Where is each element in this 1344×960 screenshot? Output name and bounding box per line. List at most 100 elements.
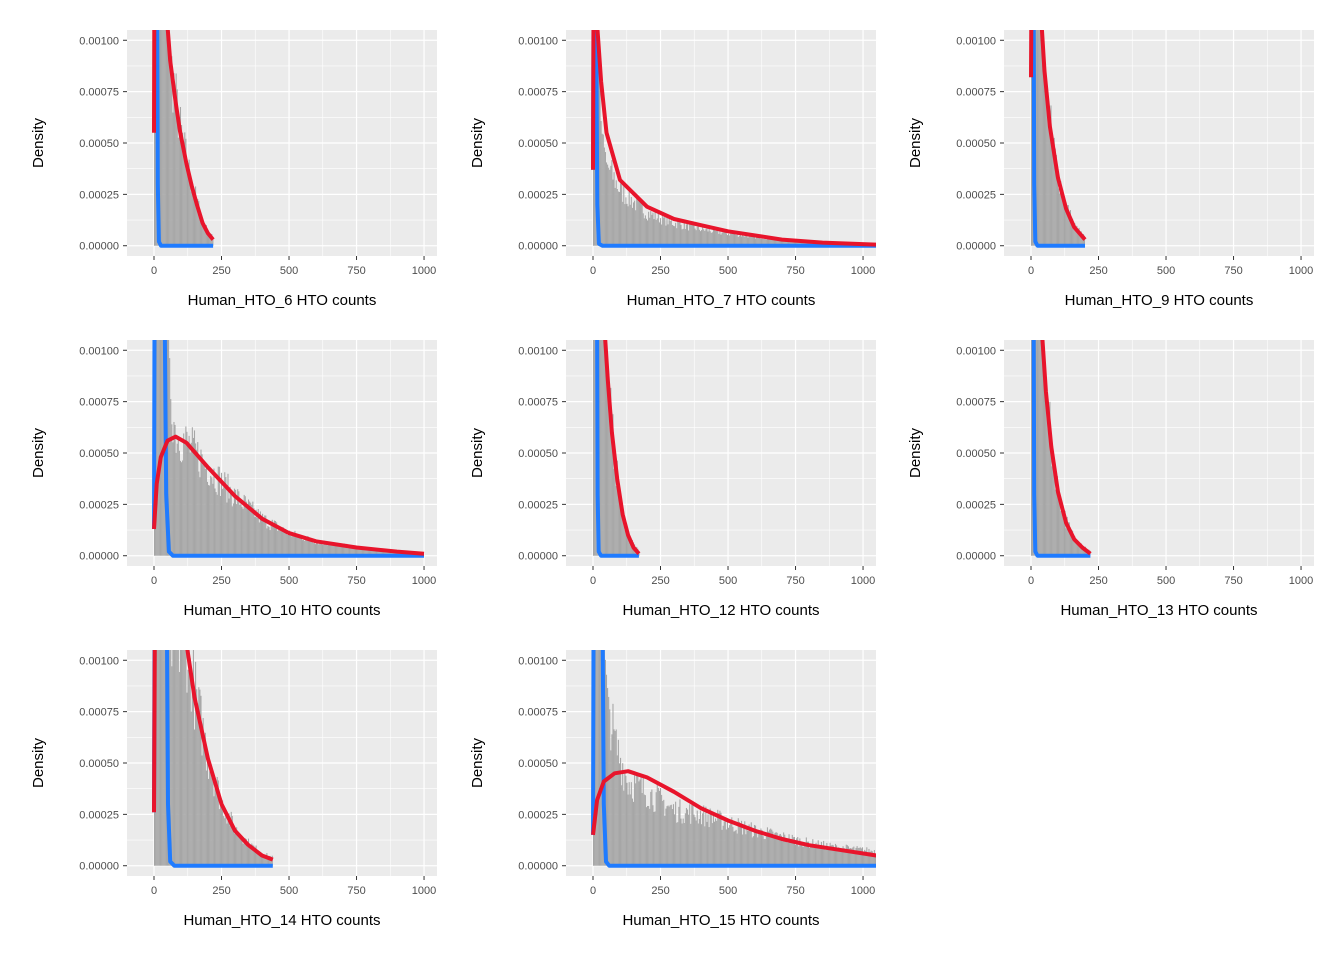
histogram-bar: [197, 703, 199, 866]
histogram-bar: [263, 520, 265, 556]
histogram-bar: [654, 210, 656, 246]
histogram-bar: [242, 843, 244, 866]
histogram-bar: [617, 739, 619, 866]
histogram-bar: [202, 718, 204, 866]
histogram-bar: [1062, 190, 1064, 246]
histogram-bar: [597, 650, 599, 866]
histogram-bar: [605, 349, 608, 556]
histogram-bar: [340, 544, 342, 556]
histogram-bar: [678, 222, 680, 246]
panel-5: 0.00000 0.00025 0.00050 0.00075 0.00100 0 250 5…: [469, 340, 876, 619]
histogram-bar: [366, 548, 368, 556]
histogram-bar: [373, 547, 375, 556]
histogram-bar: [602, 134, 604, 246]
histogram-bar: [820, 841, 822, 866]
histogram-bar: [364, 549, 366, 556]
histogram-bar: [757, 236, 759, 246]
histogram-bar: [707, 231, 709, 246]
histogram-bar: [185, 650, 187, 866]
histogram-bar: [171, 424, 173, 556]
histogram-bar: [671, 224, 673, 246]
histogram-bar: [1051, 466, 1053, 556]
histogram-bar: [623, 185, 625, 246]
histogram-bar: [742, 233, 744, 246]
histogram-bar: [256, 517, 258, 556]
histogram-bar: [621, 499, 623, 556]
histogram-bar: [666, 806, 668, 866]
histogram-bar: [838, 847, 840, 866]
histogram-bar: [193, 729, 196, 866]
histogram-bar: [198, 200, 200, 246]
histogram-bar: [311, 540, 313, 556]
histogram-bar: [780, 239, 783, 246]
histogram-bar: [612, 703, 614, 866]
histogram-bar: [1072, 530, 1074, 556]
histogram-bar: [779, 833, 781, 866]
histogram-bar: [821, 846, 824, 866]
histogram-bar: [295, 534, 297, 556]
histogram-bar: [737, 236, 739, 246]
histogram-bar: [686, 809, 689, 866]
histogram-bar: [325, 544, 327, 556]
histogram-bar: [682, 228, 684, 246]
histogram-bar: [810, 844, 812, 866]
histogram-bar: [652, 212, 654, 246]
histogram-bar: [802, 846, 804, 866]
histogram-bar: [622, 763, 624, 866]
histogram-bar: [1037, 30, 1039, 246]
histogram-bar: [703, 229, 705, 246]
histogram-bar: [793, 836, 795, 866]
x-tick-label: 0: [590, 265, 596, 277]
y-tick-label: 0.00075: [518, 397, 558, 409]
histogram-bar: [720, 812, 722, 866]
histogram-bar: [637, 774, 639, 866]
histogram-bar: [299, 535, 301, 556]
histogram-bar: [638, 199, 640, 246]
histogram-bar: [718, 813, 720, 866]
histogram-bar: [1070, 529, 1073, 556]
y-tick-label: 0.00000: [518, 241, 558, 253]
histogram-bar: [381, 551, 383, 556]
y-tick-label: 0.00075: [79, 707, 119, 719]
histogram-bar: [259, 511, 261, 556]
histogram-bar: [156, 340, 158, 556]
histogram-bar: [251, 843, 253, 866]
histogram-bar: [235, 489, 237, 556]
histogram-bar: [733, 831, 735, 866]
histogram-bar: [1042, 351, 1044, 556]
histogram-bar: [385, 549, 387, 556]
histogram-bar: [697, 225, 699, 246]
histogram-bar: [174, 650, 176, 866]
histogram-bar: [796, 240, 798, 246]
histogram-bar: [625, 197, 627, 246]
histogram-bar: [240, 836, 242, 866]
histogram-bar: [1053, 137, 1055, 246]
x-tick-label: 1000: [851, 885, 875, 897]
histogram-bar: [626, 782, 628, 866]
histogram-bar: [243, 841, 245, 866]
histogram-bar: [616, 189, 618, 246]
histogram-bar: [236, 827, 238, 866]
histogram-bar: [678, 806, 680, 866]
histogram-bar: [310, 540, 312, 556]
histogram-bar: [170, 650, 172, 866]
histogram-bar: [1052, 138, 1054, 246]
histogram-bar: [250, 848, 252, 866]
histogram-bar: [184, 132, 186, 246]
histogram-bar: [874, 854, 876, 866]
histogram-bar: [328, 543, 331, 556]
histogram-bar: [200, 218, 202, 246]
histogram-bar: [179, 460, 182, 556]
histogram-bar: [623, 513, 625, 556]
panel-2: 0.00000 0.00025 0.00050 0.00075 0.00100 0 250 5…: [469, 30, 876, 309]
histogram-bar: [861, 847, 864, 866]
histogram-bar: [368, 548, 371, 556]
histogram-bar: [800, 842, 802, 866]
histogram-bar: [771, 829, 773, 866]
histogram-bar: [663, 799, 665, 866]
histogram-bar: [209, 771, 211, 866]
histogram-bar: [674, 226, 676, 246]
histogram-bar: [636, 196, 638, 246]
histogram-bar: [666, 215, 668, 246]
histogram-bar: [723, 231, 725, 246]
